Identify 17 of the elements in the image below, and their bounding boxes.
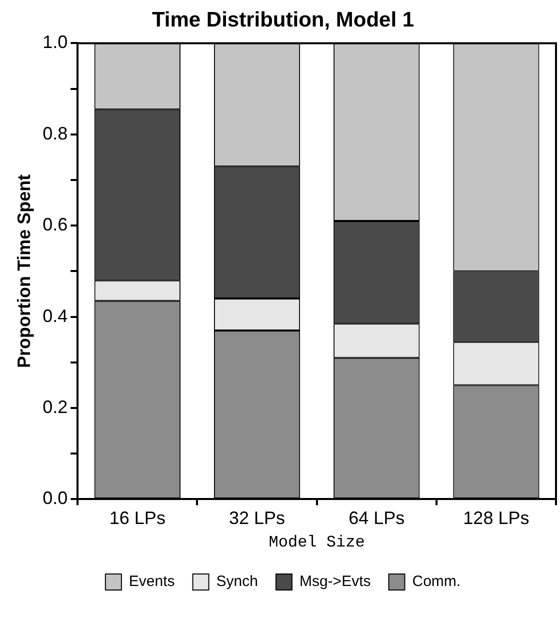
x-tick-label: 64 LPs (348, 508, 405, 528)
legend-label: Synch (216, 573, 258, 590)
legend-label: Events (128, 573, 175, 590)
y-tick-label: 0.8 (42, 123, 68, 144)
y-tick-label: 0.2 (42, 396, 68, 417)
x-tick-label: 128 LPs (463, 508, 530, 528)
x-tick-label: 16 LPs (109, 508, 166, 528)
y-axis-title: Proportion Time Spent (14, 174, 34, 368)
x-axis-title: Model Size (268, 534, 365, 552)
y-tick-label: 0.0 (42, 488, 68, 508)
y-tick-label: 1.0 (42, 32, 68, 52)
y-tick-label: 0.4 (42, 306, 68, 326)
legend-label: Msg->Evts (299, 573, 371, 590)
legend-label: Comm. (412, 573, 461, 590)
x-tick-label: 32 LPs (228, 508, 286, 528)
y-tick-label: 0.6 (42, 214, 68, 235)
chart-title: Time Distribution, Model 1 (152, 8, 414, 32)
